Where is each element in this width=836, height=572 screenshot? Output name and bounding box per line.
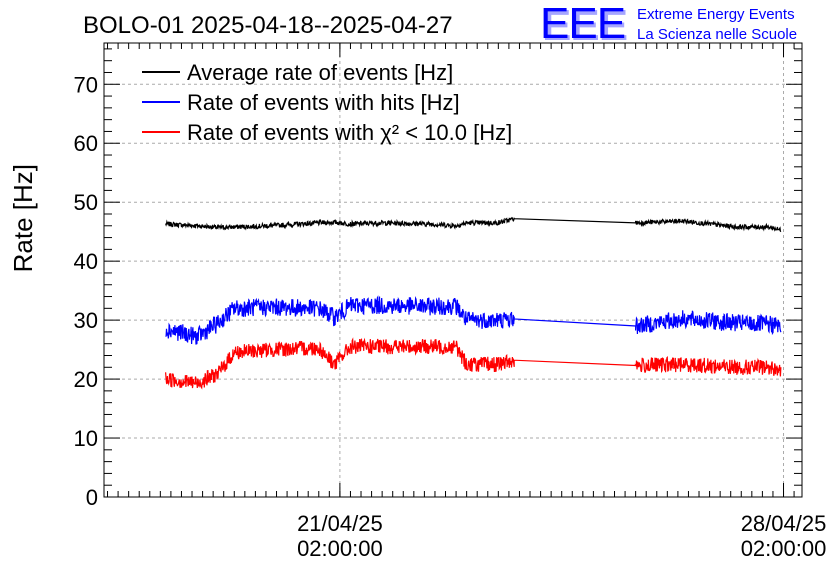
x-tick-label-time: 02:00:00 bbox=[297, 536, 383, 561]
y-tick-label: 0 bbox=[86, 485, 98, 510]
series-0 bbox=[165, 216, 782, 233]
series-line-segment bbox=[165, 295, 782, 345]
grid bbox=[104, 43, 802, 497]
legend-entry: Average rate of events [Hz] bbox=[187, 60, 453, 85]
y-tick-label: 40 bbox=[74, 249, 98, 274]
y-tick-label: 30 bbox=[74, 308, 98, 333]
x-tick-label-date: 21/04/25 bbox=[297, 511, 383, 536]
chart-title: BOLO-01 2025-04-18--2025-04-27 bbox=[83, 12, 453, 39]
y-tick-label: 50 bbox=[74, 190, 98, 215]
y-tick-label: 70 bbox=[74, 72, 98, 97]
logo-mark: EEE bbox=[540, 0, 625, 48]
x-tick-label-time: 02:00:00 bbox=[741, 536, 827, 561]
legend-entry: Rate of events with χ² < 10.0 [Hz] bbox=[187, 120, 512, 145]
series-1 bbox=[165, 295, 782, 345]
series-layer bbox=[165, 216, 782, 390]
series-2 bbox=[165, 337, 782, 390]
series-line-segment bbox=[165, 216, 782, 233]
y-axis-label: Rate [Hz] bbox=[8, 164, 38, 272]
legend: Average rate of events [Hz] Rate of event… bbox=[142, 60, 512, 145]
y-tick-label: 20 bbox=[74, 367, 98, 392]
legend-entry: Rate of events with hits [Hz] bbox=[187, 90, 460, 115]
logo-line-1: Extreme Energy Events bbox=[637, 6, 795, 23]
eee-logo: EEE EEE Extreme Energy Events La Scienza… bbox=[540, 0, 797, 50]
logo-line-2: La Scienza nelle Scuole bbox=[637, 26, 797, 43]
y-tick-label: 60 bbox=[74, 131, 98, 156]
plot-frame bbox=[103, 42, 803, 498]
logo-shadow: EEE bbox=[542, 1, 627, 50]
series-line-segment bbox=[165, 337, 782, 390]
axis-ticks: 01020304050607021/04/2502:00:0028/04/250… bbox=[74, 43, 827, 561]
y-tick-label: 10 bbox=[74, 426, 98, 451]
x-tick-label-date: 28/04/25 bbox=[741, 511, 827, 536]
